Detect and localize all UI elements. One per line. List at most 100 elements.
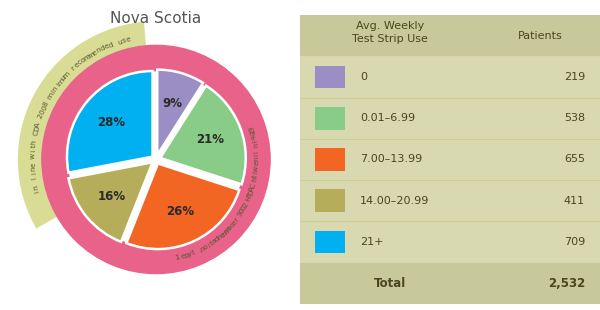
Text: m: m [223, 226, 232, 235]
Wedge shape [68, 162, 152, 242]
Text: w: w [30, 153, 36, 159]
Text: n: n [52, 85, 59, 92]
Text: 538: 538 [564, 113, 585, 123]
Text: i: i [55, 82, 61, 88]
Text: i: i [50, 90, 56, 95]
Text: A: A [34, 122, 41, 128]
Text: c: c [77, 59, 83, 66]
Text: C: C [250, 183, 257, 189]
Wedge shape [157, 70, 203, 155]
FancyBboxPatch shape [300, 263, 600, 304]
Text: 16%: 16% [97, 190, 125, 203]
Text: n: n [254, 157, 260, 161]
Text: i: i [31, 172, 37, 175]
Text: C: C [32, 131, 39, 137]
Text: r: r [70, 65, 76, 72]
Text: 411: 411 [564, 196, 585, 206]
Text: 2,532: 2,532 [548, 277, 585, 290]
Text: p: p [184, 252, 190, 259]
Text: 655: 655 [564, 154, 585, 165]
Text: I: I [34, 189, 40, 193]
FancyBboxPatch shape [300, 221, 600, 263]
Text: 28%: 28% [97, 116, 125, 129]
Text: 0: 0 [41, 104, 48, 111]
Text: n: n [199, 245, 206, 252]
FancyBboxPatch shape [315, 148, 345, 171]
Text: h: h [31, 140, 37, 145]
Text: H: H [245, 195, 253, 203]
Text: 21+: 21+ [360, 237, 383, 247]
Text: e: e [92, 49, 98, 56]
Text: i: i [30, 150, 37, 153]
Text: n: n [30, 166, 37, 172]
Text: 26%: 26% [167, 206, 195, 218]
Text: n: n [216, 233, 224, 241]
Text: o: o [226, 224, 234, 232]
Wedge shape [18, 22, 146, 228]
Text: 9%: 9% [162, 97, 182, 110]
Text: 2: 2 [37, 113, 44, 120]
Text: s: s [121, 37, 127, 44]
Text: o: o [202, 243, 209, 251]
Text: t: t [252, 174, 259, 178]
Wedge shape [67, 71, 152, 173]
Text: 2: 2 [242, 202, 250, 209]
Text: e: e [125, 36, 131, 43]
Text: m: m [46, 91, 55, 101]
Text: 0: 0 [39, 109, 46, 115]
Text: c: c [229, 222, 236, 229]
FancyBboxPatch shape [300, 56, 600, 98]
FancyBboxPatch shape [300, 139, 600, 180]
Text: u: u [116, 38, 123, 46]
Text: a: a [211, 238, 218, 245]
Text: 7.00–13.99: 7.00–13.99 [360, 154, 422, 165]
FancyBboxPatch shape [315, 189, 345, 212]
Text: w: w [253, 166, 260, 172]
FancyBboxPatch shape [300, 180, 600, 221]
Text: 1: 1 [174, 255, 180, 261]
Text: l: l [253, 151, 260, 153]
Text: 9: 9 [248, 125, 256, 131]
Text: e: e [30, 162, 36, 167]
Text: m: m [56, 77, 65, 86]
Text: e: e [230, 219, 238, 226]
Text: Avg. Weekly
Test Strip Use: Avg. Weekly Test Strip Use [352, 21, 428, 44]
Text: Nova Scotia: Nova Scotia [110, 11, 202, 26]
Text: 21%: 21% [197, 133, 224, 146]
Text: T: T [247, 193, 254, 199]
Wedge shape [160, 86, 246, 184]
Text: i: i [253, 171, 259, 174]
Text: m: m [220, 228, 230, 237]
Text: D: D [33, 126, 40, 133]
Text: l: l [31, 177, 38, 179]
Text: n: n [95, 47, 103, 54]
Text: A: A [248, 186, 256, 193]
Text: t: t [209, 240, 215, 247]
Wedge shape [127, 163, 239, 249]
Text: I: I [252, 140, 259, 143]
Text: e: e [181, 253, 187, 260]
Text: 709: 709 [564, 237, 585, 247]
Text: h: h [251, 176, 258, 182]
Text: Total: Total [374, 277, 406, 290]
Text: Patients: Patients [518, 31, 562, 41]
Circle shape [42, 45, 270, 273]
Text: m: m [83, 53, 92, 62]
Text: i: i [254, 154, 260, 157]
Text: 14.00–20.99: 14.00–20.99 [360, 196, 430, 206]
Text: n: n [32, 184, 40, 190]
Text: e: e [254, 160, 260, 165]
Text: %: % [250, 131, 257, 139]
Text: t: t [31, 145, 37, 148]
FancyBboxPatch shape [315, 231, 345, 253]
Text: ,: , [197, 247, 202, 254]
Text: n: n [253, 142, 259, 148]
Text: d: d [100, 45, 106, 52]
Text: o: o [80, 56, 87, 64]
Text: e: e [219, 231, 226, 239]
Circle shape [68, 72, 244, 247]
Text: e: e [73, 62, 80, 69]
Text: 0: 0 [239, 208, 246, 215]
Text: d: d [108, 41, 115, 49]
Text: 0: 0 [360, 72, 367, 82]
